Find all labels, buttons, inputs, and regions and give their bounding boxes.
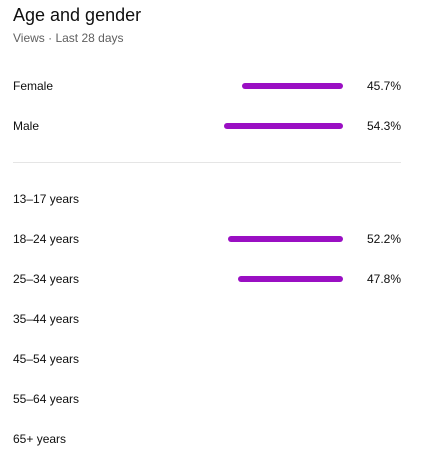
card-subtitle: Views · Last 28 days [13, 31, 124, 45]
gender-row-female: Female 45.7% [13, 76, 401, 96]
row-value: 52.2% [366, 232, 401, 246]
row-label: 65+ years [13, 432, 67, 446]
age-row-35-44: 35–44 years [13, 309, 401, 329]
row-bar [223, 123, 343, 129]
row-label: 35–44 years [13, 312, 80, 326]
age-row-25-34: 25–34 years 47.8% [13, 269, 401, 289]
row-label: 18–24 years [13, 232, 80, 246]
row-label: Male [13, 119, 40, 133]
age-row-13-17: 13–17 years [13, 189, 401, 209]
age-row-45-54: 45–54 years [13, 349, 401, 369]
age-row-65-plus: 65+ years [13, 429, 401, 449]
row-value: 54.3% [366, 119, 401, 133]
age-gender-card: Age and gender Views · Last 28 days Fema… [13, 0, 401, 464]
row-value: 47.8% [366, 272, 401, 286]
row-bar [242, 83, 343, 89]
row-label: 55–64 years [13, 392, 80, 406]
row-label: 45–54 years [13, 352, 80, 366]
row-value: 45.7% [366, 79, 401, 93]
row-label: 25–34 years [13, 272, 80, 286]
row-label: Female [13, 79, 54, 93]
gender-row-male: Male 54.3% [13, 116, 401, 136]
row-label: 13–17 years [13, 192, 80, 206]
section-divider [13, 162, 401, 163]
row-bar [237, 276, 343, 282]
age-row-55-64: 55–64 years [13, 389, 401, 409]
age-row-18-24: 18–24 years 52.2% [13, 229, 401, 249]
card-title: Age and gender [13, 5, 142, 25]
row-bar [228, 236, 343, 242]
